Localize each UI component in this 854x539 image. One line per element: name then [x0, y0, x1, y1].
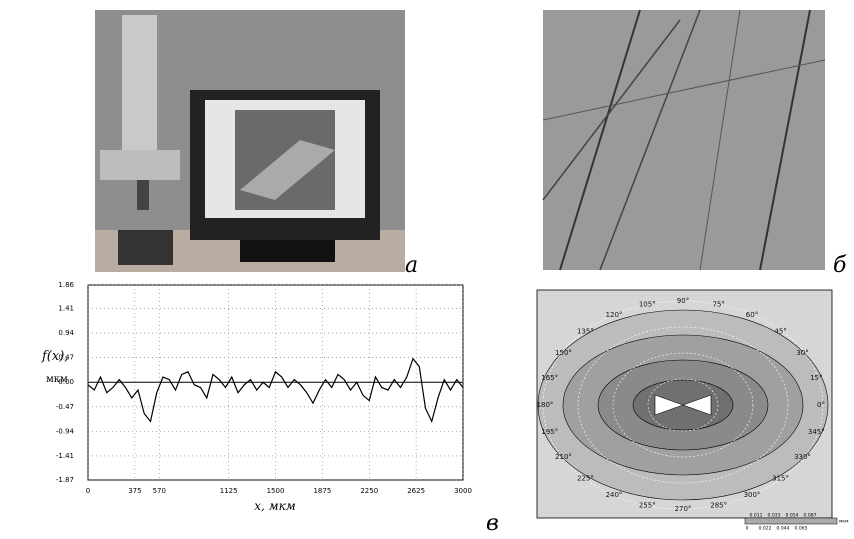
instrument-photo — [95, 10, 405, 272]
scale-label: 0.054 — [786, 513, 799, 519]
x-tick-label: 1125 — [220, 487, 238, 495]
y-axis-label: f(x), — [41, 349, 68, 364]
angle-label: 210° — [555, 453, 572, 461]
scale-unit: мкм — [839, 520, 849, 525]
y-tick-label: 1.86 — [58, 281, 74, 289]
panel-label: а — [405, 253, 418, 278]
angle-label: 90° — [677, 297, 689, 305]
x-axis-label: x, мкм — [254, 499, 296, 513]
y-tick-label: -0.47 — [56, 403, 74, 411]
surface-texture — [542, 9, 826, 271]
y-tick-label: 0.94 — [58, 329, 74, 337]
angle-label: 255° — [639, 501, 656, 509]
polar-map: 0° 15° 30° 45° 60° 75° 90° 105° 120° 135° 150° 165°… — [537, 289, 849, 532]
angle-label: 15° — [810, 374, 822, 382]
angle-label: 30° — [796, 349, 808, 357]
angle-label: 270° — [675, 505, 692, 513]
x-tick-label: 2250 — [360, 487, 378, 495]
scale-label: 0.022 — [759, 526, 772, 532]
scale-label: 0.065 — [795, 526, 808, 532]
angle-label: 165° — [541, 374, 558, 382]
x-tick-label: 570 — [153, 487, 166, 495]
y-tick-label: -1.41 — [56, 452, 74, 460]
angle-label: 135° — [577, 327, 594, 335]
x-tick-label: 0 — [86, 487, 90, 495]
angle-label: 150° — [555, 349, 572, 357]
angle-label: 330° — [794, 453, 811, 461]
angle-label: 45° — [774, 327, 786, 335]
angle-label: 195° — [541, 428, 558, 436]
scale-label: 0 — [746, 526, 749, 532]
angle-label: 300° — [744, 491, 761, 499]
x-tick-label: 1875 — [313, 487, 331, 495]
y-tick-label: 0.00 — [58, 378, 74, 386]
y-tick-label: -0.94 — [56, 427, 75, 435]
angle-label: 75° — [713, 301, 725, 309]
angle-label: 0° — [817, 401, 825, 409]
data-line — [87, 357, 464, 424]
scale-label: 0.011 — [750, 513, 763, 519]
scale-label: 0.033 — [768, 513, 781, 519]
scale-label: 0.087 — [804, 513, 817, 519]
angle-label: 240° — [606, 491, 623, 499]
angle-label: 120° — [606, 311, 623, 319]
y-tick-label: -1.87 — [56, 476, 74, 484]
scale-label: 0.044 — [777, 526, 790, 532]
y-tick-label: 0.47 — [58, 354, 74, 362]
angle-label: 345° — [808, 428, 825, 436]
angle-label: 225° — [577, 475, 594, 483]
panel-label: б — [833, 253, 847, 278]
angle-label: 285° — [710, 501, 727, 509]
angle-label: 315° — [772, 475, 789, 483]
angle-label: 60° — [746, 311, 758, 319]
x-tick-label: 2625 — [407, 487, 425, 495]
x-tick-label: 3000 — [454, 487, 472, 495]
angle-label: 105° — [639, 301, 656, 309]
panel-label: в — [486, 511, 499, 536]
angle-label: 180° — [537, 401, 554, 409]
x-tick-label: 1500 — [267, 487, 285, 495]
y-axis-unit: мкм — [46, 374, 68, 385]
x-tick-label: 375 — [128, 487, 141, 495]
y-tick-label: 1.41 — [58, 305, 74, 313]
